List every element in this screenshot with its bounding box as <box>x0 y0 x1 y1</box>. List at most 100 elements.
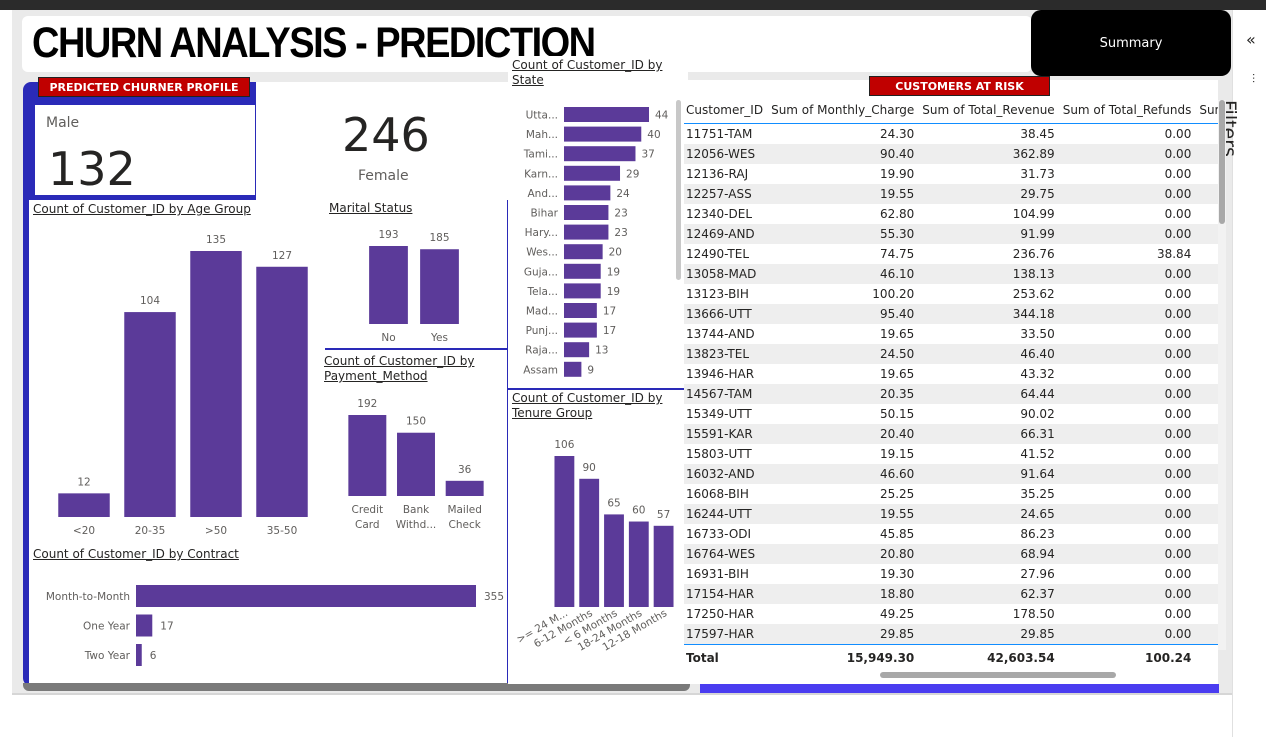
bar-age-0[interactable] <box>58 493 110 517</box>
bar-contract-0[interactable] <box>136 585 476 607</box>
bar-tenure-1[interactable] <box>579 478 600 607</box>
table-vertical-scroll-track[interactable] <box>1218 100 1226 650</box>
table-cell: 0.00 <box>1060 504 1198 524</box>
table-row[interactable]: 17250-HAR 49.25 178.50 0.00 <box>684 604 1218 624</box>
bar-age-1[interactable] <box>124 312 176 517</box>
male-count: 132 <box>48 142 136 196</box>
bar-marital-1[interactable] <box>420 249 459 324</box>
table-row[interactable]: 16244-UTT 19.55 24.65 0.00 <box>684 504 1218 524</box>
bar-state-3[interactable] <box>564 165 621 181</box>
table-cell <box>1197 504 1218 524</box>
bar-state-6[interactable] <box>564 224 609 240</box>
table-row[interactable]: 13123-BIH 100.20 253.62 0.00 <box>684 284 1218 304</box>
bar-state-5[interactable] <box>564 205 609 220</box>
table-row[interactable]: 13823-TEL 24.50 46.40 0.00 <box>684 344 1218 364</box>
bar-state-8[interactable] <box>564 263 601 279</box>
table-cell: 13666-UTT <box>684 304 770 324</box>
summary-button[interactable]: Summary <box>1031 10 1231 76</box>
bar-state-2[interactable] <box>564 146 636 162</box>
table-row[interactable]: 15803-UTT 19.15 41.52 0.00 <box>684 444 1218 464</box>
table-cell: 178.50 <box>1012 607 1055 621</box>
table-row[interactable]: 13946-HAR 19.65 43.32 0.00 <box>684 364 1218 384</box>
bar-contract-1[interactable] <box>136 614 153 637</box>
table-row[interactable]: 12056-WES 90.40 362.89 0.00 <box>684 144 1218 164</box>
bar-state-13[interactable] <box>564 361 582 377</box>
table-row[interactable]: 11751-TAM 24.30 38.45 0.00 <box>684 124 1218 145</box>
bar-age-3[interactable] <box>256 266 308 517</box>
table-row[interactable]: 16032-AND 46.60 91.64 0.00 <box>684 464 1218 484</box>
table-cell: 46.40 <box>920 344 1061 364</box>
page-title: CHURN ANALYSIS - PREDICTION <box>32 20 596 68</box>
risk-table-viewport[interactable]: Customer_ID Sum of Monthly_Charge Sum of T… <box>684 97 1218 669</box>
table-row[interactable]: 17597-HAR 29.85 29.85 0.00 <box>684 624 1218 645</box>
table-cell: 90.02 <box>1020 407 1055 421</box>
male-card[interactable] <box>34 104 256 196</box>
state-chart-scrollbar[interactable] <box>676 100 681 280</box>
table-row[interactable]: 16733-ODI 45.85 86.23 0.00 <box>684 524 1218 544</box>
bar-marital-0[interactable] <box>369 246 408 324</box>
bar-payment-1[interactable] <box>397 432 435 496</box>
tick-label-state-2: Tami... <box>523 149 558 161</box>
bar-state-10[interactable] <box>564 303 597 318</box>
bar-state-7[interactable] <box>564 244 603 260</box>
column-header-0[interactable]: Customer_ID <box>684 97 770 124</box>
tick-label-payment-0-0: Credit <box>352 504 384 516</box>
table-row[interactable]: 15349-UTT 50.15 90.02 0.00 <box>684 404 1218 424</box>
bar-tenure-2[interactable] <box>604 514 624 607</box>
table-row[interactable]: 13058-MAD 46.10 138.13 0.00 <box>684 264 1218 284</box>
table-row[interactable]: 12340-DEL 62.80 104.99 0.00 <box>684 204 1218 224</box>
table-cell: 38.45 <box>1020 127 1055 141</box>
table-cell: 13744-AND <box>686 327 755 341</box>
data-label-state-13: 9 <box>587 364 594 376</box>
contract-chart-panel[interactable] <box>29 545 507 683</box>
table-row[interactable]: 16931-BIH 19.30 27.96 0.00 <box>684 564 1218 584</box>
bar-state-0[interactable] <box>564 107 649 122</box>
bar-tenure-4[interactable] <box>653 525 674 607</box>
filters-pane[interactable] <box>1232 10 1266 737</box>
table-row[interactable]: 16764-WES 20.80 68.94 0.00 <box>684 544 1218 564</box>
bar-payment-0[interactable] <box>348 415 387 496</box>
bar-state-12[interactable] <box>564 342 590 358</box>
tick-label-payment-2-1: Check <box>449 519 482 531</box>
age-group-chart-title: Count of Customer_ID by Age Group <box>33 202 251 216</box>
bar-tenure-0[interactable] <box>554 456 575 607</box>
data-label-tenure-3: 60 <box>632 505 645 517</box>
table-cell: 17250-HAR <box>686 607 755 621</box>
bar-age-2[interactable] <box>190 251 242 517</box>
table-row[interactable]: 13666-UTT 95.40 344.18 0.00 <box>684 304 1218 324</box>
table-row[interactable]: 16068-BIH 25.25 35.25 0.00 <box>684 484 1218 504</box>
table-vertical-scrollbar[interactable] <box>1219 100 1225 224</box>
bar-contract-2[interactable] <box>136 644 142 666</box>
table-row[interactable]: 12257-ASS 19.55 29.75 0.00 <box>684 184 1218 204</box>
bar-state-11[interactable] <box>564 322 597 338</box>
table-row[interactable]: 17154-HAR 18.80 62.37 0.00 <box>684 584 1218 604</box>
column-header-2[interactable]: Sum of Total_Revenue <box>920 97 1061 124</box>
collapse-pane-icon[interactable]: « <box>1246 30 1256 49</box>
column-header-4[interactable]: Sum of <box>1197 97 1218 124</box>
table-row[interactable]: 13744-AND 19.65 33.50 0.00 <box>684 324 1218 344</box>
table-row[interactable]: 12490-TEL 74.75 236.76 38.84 <box>684 244 1218 264</box>
bar-state-1[interactable] <box>564 126 642 142</box>
bar-tenure-3[interactable] <box>628 521 649 607</box>
table-cell: 20.35 <box>769 384 921 404</box>
bar-payment-2[interactable] <box>445 480 484 496</box>
filter-icon[interactable]: ⫶ <box>1252 72 1256 86</box>
frame-bottom-scroll <box>23 683 690 691</box>
table-horizontal-scrollbar[interactable] <box>880 672 1116 678</box>
table-row[interactable]: 14567-TAM 20.35 64.44 0.00 <box>684 384 1218 404</box>
column-header-3[interactable]: Sum of Total_Refunds <box>1060 97 1198 124</box>
customers-at-risk-panel[interactable] <box>688 80 1218 684</box>
table-cell <box>1197 204 1218 224</box>
column-header-1[interactable]: Sum of Monthly_Charge <box>769 97 921 124</box>
table-row[interactable]: 12469-AND 55.30 91.99 0.00 <box>684 224 1218 244</box>
table-cell: 20.40 <box>769 424 921 444</box>
table-cell: 15349-UTT <box>686 407 752 421</box>
female-card[interactable] <box>256 82 508 200</box>
table-row[interactable]: 12136-RAJ 19.90 31.73 0.00 <box>684 164 1218 184</box>
table-cell: 46.60 <box>769 464 921 484</box>
bar-state-4[interactable] <box>564 185 611 201</box>
bar-state-9[interactable] <box>564 283 601 299</box>
marital-chart-panel[interactable] <box>325 200 507 348</box>
table-cell: 0.00 <box>1060 624 1198 645</box>
table-row[interactable]: 15591-KAR 20.40 66.31 0.00 <box>684 424 1218 444</box>
